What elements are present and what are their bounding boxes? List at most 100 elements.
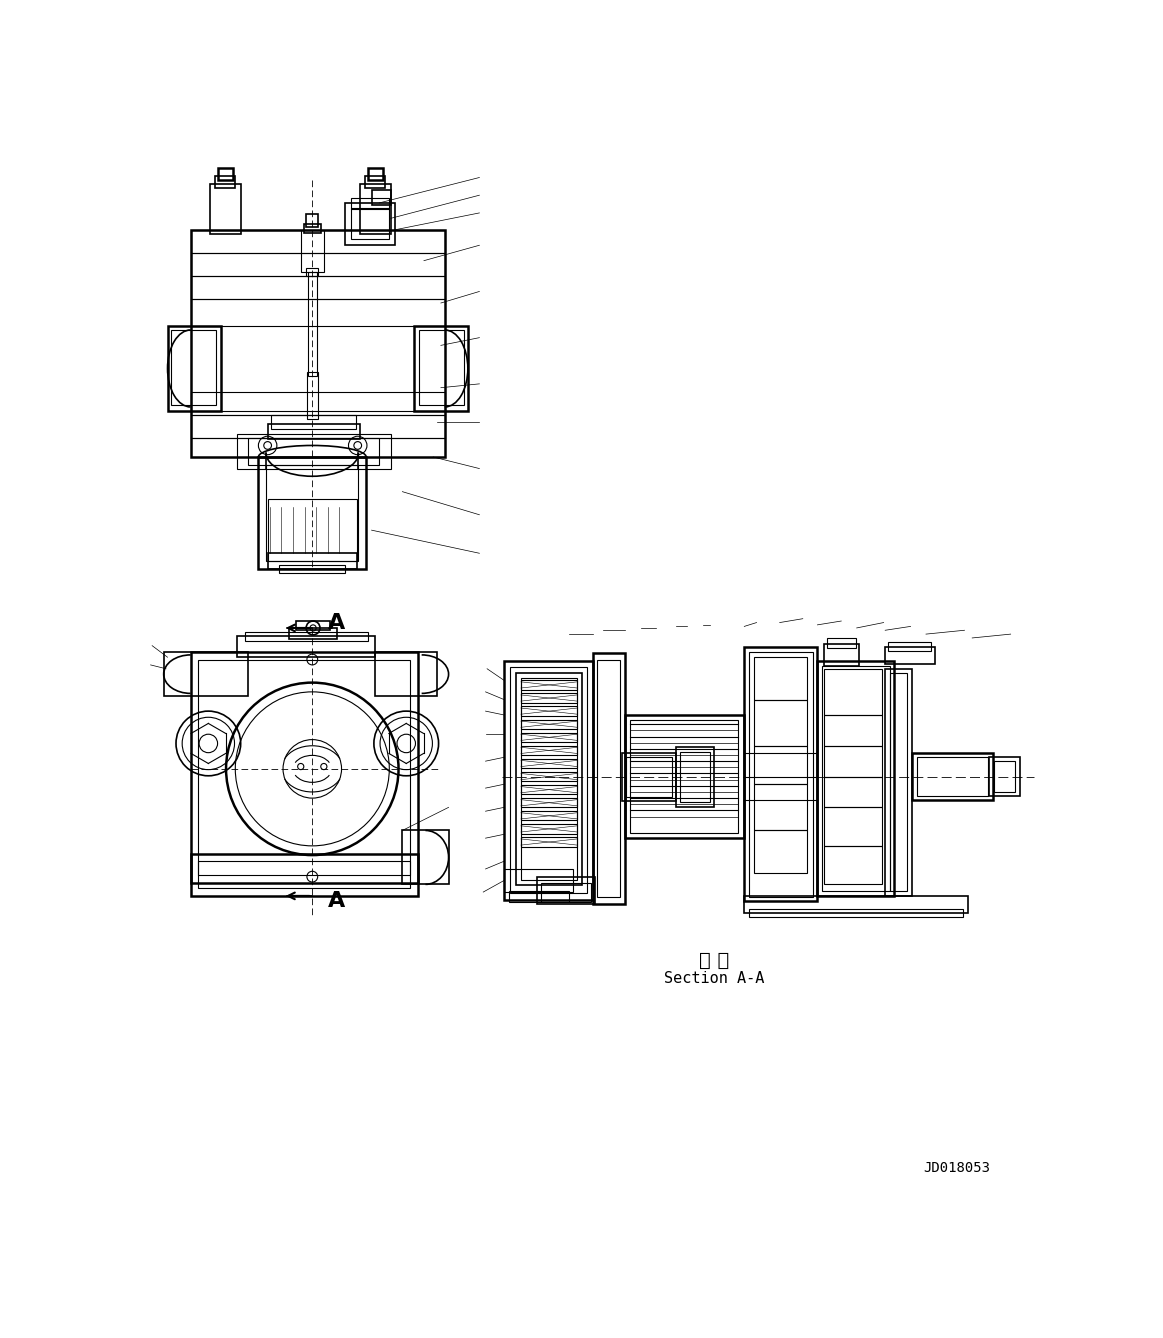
Bar bbox=[511, 668, 587, 892]
Bar bbox=[191, 276, 444, 300]
Bar bbox=[297, 621, 330, 630]
Bar bbox=[825, 669, 882, 714]
Bar bbox=[267, 553, 357, 569]
Bar bbox=[749, 652, 813, 896]
Bar bbox=[279, 565, 345, 573]
Bar bbox=[754, 831, 807, 872]
Bar bbox=[191, 392, 444, 415]
Bar bbox=[744, 896, 968, 913]
Text: Section A-A: Section A-A bbox=[664, 971, 764, 986]
Bar bbox=[626, 757, 672, 797]
Bar bbox=[885, 669, 912, 896]
Bar bbox=[191, 253, 444, 276]
Bar bbox=[199, 660, 411, 875]
Bar bbox=[521, 811, 577, 820]
Bar bbox=[912, 753, 993, 800]
Bar bbox=[825, 714, 882, 745]
Bar bbox=[420, 330, 464, 405]
Bar bbox=[521, 824, 577, 834]
Bar bbox=[825, 776, 882, 807]
Bar bbox=[593, 653, 625, 903]
Bar bbox=[306, 269, 319, 276]
Text: 断 面: 断 面 bbox=[699, 953, 729, 970]
Bar bbox=[889, 642, 930, 652]
Bar bbox=[372, 190, 391, 205]
Bar bbox=[351, 198, 390, 209]
Bar bbox=[209, 183, 241, 234]
Bar bbox=[237, 434, 391, 468]
Bar bbox=[244, 632, 368, 641]
Bar bbox=[989, 757, 1020, 796]
Bar bbox=[344, 203, 394, 245]
Bar bbox=[744, 648, 818, 902]
Bar bbox=[521, 772, 577, 781]
Bar bbox=[890, 673, 907, 891]
Text: JD018053: JD018053 bbox=[923, 1161, 990, 1175]
Bar bbox=[827, 638, 856, 648]
Bar bbox=[754, 745, 807, 784]
Bar bbox=[749, 909, 963, 917]
Bar bbox=[676, 748, 714, 807]
Bar bbox=[266, 464, 358, 561]
Bar bbox=[822, 666, 890, 891]
Bar bbox=[885, 648, 935, 664]
Bar bbox=[191, 652, 418, 883]
Bar bbox=[304, 223, 321, 233]
Bar bbox=[504, 868, 573, 892]
Bar bbox=[825, 846, 882, 884]
Bar bbox=[537, 876, 595, 903]
Text: A: A bbox=[328, 613, 345, 633]
Bar bbox=[597, 660, 620, 896]
Bar bbox=[307, 372, 317, 419]
Bar bbox=[402, 831, 449, 884]
Bar bbox=[215, 177, 235, 187]
Bar bbox=[376, 652, 437, 697]
Bar bbox=[368, 169, 383, 179]
Bar bbox=[541, 883, 591, 902]
Bar bbox=[191, 854, 418, 896]
Bar bbox=[504, 661, 593, 899]
Bar bbox=[521, 759, 577, 768]
Bar bbox=[825, 807, 882, 846]
Bar bbox=[521, 785, 577, 795]
Bar bbox=[361, 183, 391, 234]
Bar bbox=[271, 415, 356, 428]
Bar bbox=[521, 799, 577, 807]
Bar bbox=[191, 415, 444, 438]
Bar bbox=[521, 680, 577, 689]
Bar bbox=[191, 230, 444, 458]
Bar bbox=[679, 752, 711, 801]
Bar bbox=[622, 753, 676, 801]
Text: A: A bbox=[328, 891, 345, 911]
Bar bbox=[521, 720, 577, 729]
Bar bbox=[993, 761, 1015, 792]
Bar bbox=[164, 652, 249, 697]
Bar bbox=[267, 499, 357, 561]
Bar bbox=[521, 693, 577, 702]
Bar bbox=[825, 745, 882, 776]
Bar bbox=[818, 661, 894, 896]
Bar bbox=[630, 720, 739, 832]
Bar bbox=[217, 169, 233, 179]
Bar bbox=[301, 230, 323, 272]
Bar bbox=[825, 644, 859, 666]
Bar bbox=[237, 636, 376, 657]
Bar bbox=[306, 214, 319, 226]
Bar bbox=[508, 891, 569, 902]
Bar bbox=[365, 177, 385, 187]
Bar bbox=[414, 326, 468, 411]
Bar bbox=[191, 230, 444, 253]
Bar bbox=[171, 330, 216, 405]
Bar bbox=[754, 657, 807, 700]
Bar bbox=[754, 700, 807, 745]
Bar bbox=[267, 424, 361, 439]
Bar bbox=[199, 862, 411, 888]
Bar bbox=[754, 784, 807, 831]
Bar bbox=[516, 673, 582, 886]
Bar bbox=[916, 757, 989, 796]
Bar bbox=[521, 706, 577, 716]
Bar bbox=[521, 733, 577, 741]
Bar bbox=[521, 678, 577, 880]
Bar bbox=[521, 838, 577, 847]
Bar bbox=[249, 438, 379, 464]
